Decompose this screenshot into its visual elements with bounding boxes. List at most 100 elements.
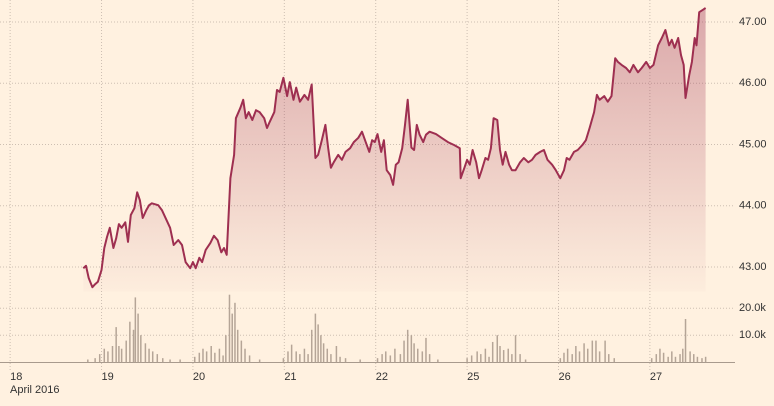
volume-bar	[210, 346, 212, 363]
volume-bar	[410, 335, 413, 363]
volume-bar	[344, 358, 347, 363]
x-tick-label: 25	[467, 371, 479, 383]
volume-bar	[674, 356, 677, 363]
volume-bar	[466, 358, 468, 363]
volume-bar	[566, 348, 569, 363]
volume-bar	[667, 356, 669, 363]
volume-bar	[225, 335, 227, 363]
x-tick-label: 27	[650, 371, 662, 383]
volume-bar	[470, 355, 473, 363]
y-tick-label: 46.00	[739, 77, 767, 89]
volume-bar	[511, 354, 513, 363]
x-tick-label: 18	[10, 371, 22, 383]
volume-bar	[524, 359, 527, 363]
volume-bar	[701, 358, 703, 363]
volume-bar	[156, 354, 159, 363]
volume-bar	[228, 294, 231, 363]
volume-bar	[248, 355, 251, 363]
volume-bar	[107, 351, 109, 363]
volume-bar	[214, 352, 216, 363]
volume-bar	[94, 358, 96, 363]
x-tick-label: 21	[284, 371, 296, 383]
volume-bar	[591, 340, 594, 363]
volume-bar	[330, 354, 332, 363]
volume-bar	[704, 356, 707, 363]
volume-bar	[394, 348, 396, 363]
volume-bar	[476, 351, 478, 363]
volume-bar	[218, 348, 221, 363]
volume-bar	[437, 359, 439, 363]
volume-bar	[295, 351, 297, 363]
x-tick-label: 22	[376, 371, 388, 383]
volume-bar	[507, 348, 509, 363]
y-tick-label: 47.00	[739, 16, 767, 28]
price-line	[82, 7, 707, 289]
volume-bar	[413, 343, 415, 363]
volume-bar	[428, 354, 431, 363]
volume-bar	[339, 356, 341, 363]
volume-bar	[559, 358, 562, 363]
volume-bar	[151, 351, 154, 363]
y-tick-label: 10.0k	[739, 329, 766, 341]
volume-bar	[514, 335, 517, 363]
volume-bar	[240, 340, 243, 363]
volume-bar	[137, 313, 139, 363]
volume-bar	[282, 358, 285, 363]
volume-bar	[425, 337, 427, 363]
volume-bar	[578, 351, 581, 363]
volume-bar	[608, 354, 610, 363]
volume-bar	[148, 348, 150, 363]
volume-bar	[202, 348, 204, 363]
volume-bar	[290, 344, 293, 363]
volume-bar	[162, 358, 164, 363]
volume-bar	[115, 327, 117, 363]
y-tick-label: 44.00	[739, 200, 767, 212]
volume-bar	[120, 348, 123, 363]
volume-bar	[689, 351, 691, 363]
price-area	[83, 8, 706, 292]
volume-bar	[575, 346, 577, 363]
volume-bar	[169, 359, 171, 363]
volume-bar	[258, 359, 261, 363]
volume-bar	[314, 313, 317, 363]
volume-bar	[87, 359, 89, 363]
volume-bar	[98, 354, 101, 363]
volume-bar	[406, 329, 409, 363]
volume-bar	[376, 358, 379, 363]
volume-bar	[132, 329, 135, 363]
volume-bar	[111, 346, 114, 363]
volume-bar	[671, 351, 673, 363]
volume-bar	[684, 319, 687, 363]
volume-bar	[303, 348, 306, 363]
x-axis-label: April 2016	[10, 384, 60, 396]
volume-bar	[307, 354, 309, 363]
volume-bar	[682, 348, 684, 363]
volume-bar	[499, 346, 501, 363]
volume-bar	[234, 302, 236, 363]
volume-bar	[385, 351, 387, 363]
volume-bar	[322, 343, 325, 363]
x-tick-label: 20	[193, 371, 205, 383]
volume-bar	[650, 358, 653, 363]
volume-bar	[222, 355, 224, 363]
volume-bar	[571, 354, 573, 363]
volume-bar	[231, 313, 233, 363]
volume-bar	[310, 329, 313, 363]
volume-bar	[205, 351, 208, 363]
volume-bar	[129, 321, 131, 363]
volume-bar	[244, 348, 246, 363]
volume-bar	[595, 340, 597, 363]
volume-bar	[287, 351, 289, 363]
volume-bar	[696, 356, 699, 363]
volume-bar	[198, 352, 201, 363]
volume-bar	[416, 348, 419, 363]
volume-bar	[335, 346, 338, 363]
volume-bar	[118, 346, 120, 363]
volume-bar	[125, 340, 127, 363]
x-tick-label: 19	[102, 371, 114, 383]
volume-bar	[236, 329, 239, 363]
volume-bar	[679, 354, 681, 363]
y-tick-label: 45.00	[739, 138, 767, 150]
volume-bar	[421, 351, 424, 363]
volume-bar	[317, 324, 319, 363]
